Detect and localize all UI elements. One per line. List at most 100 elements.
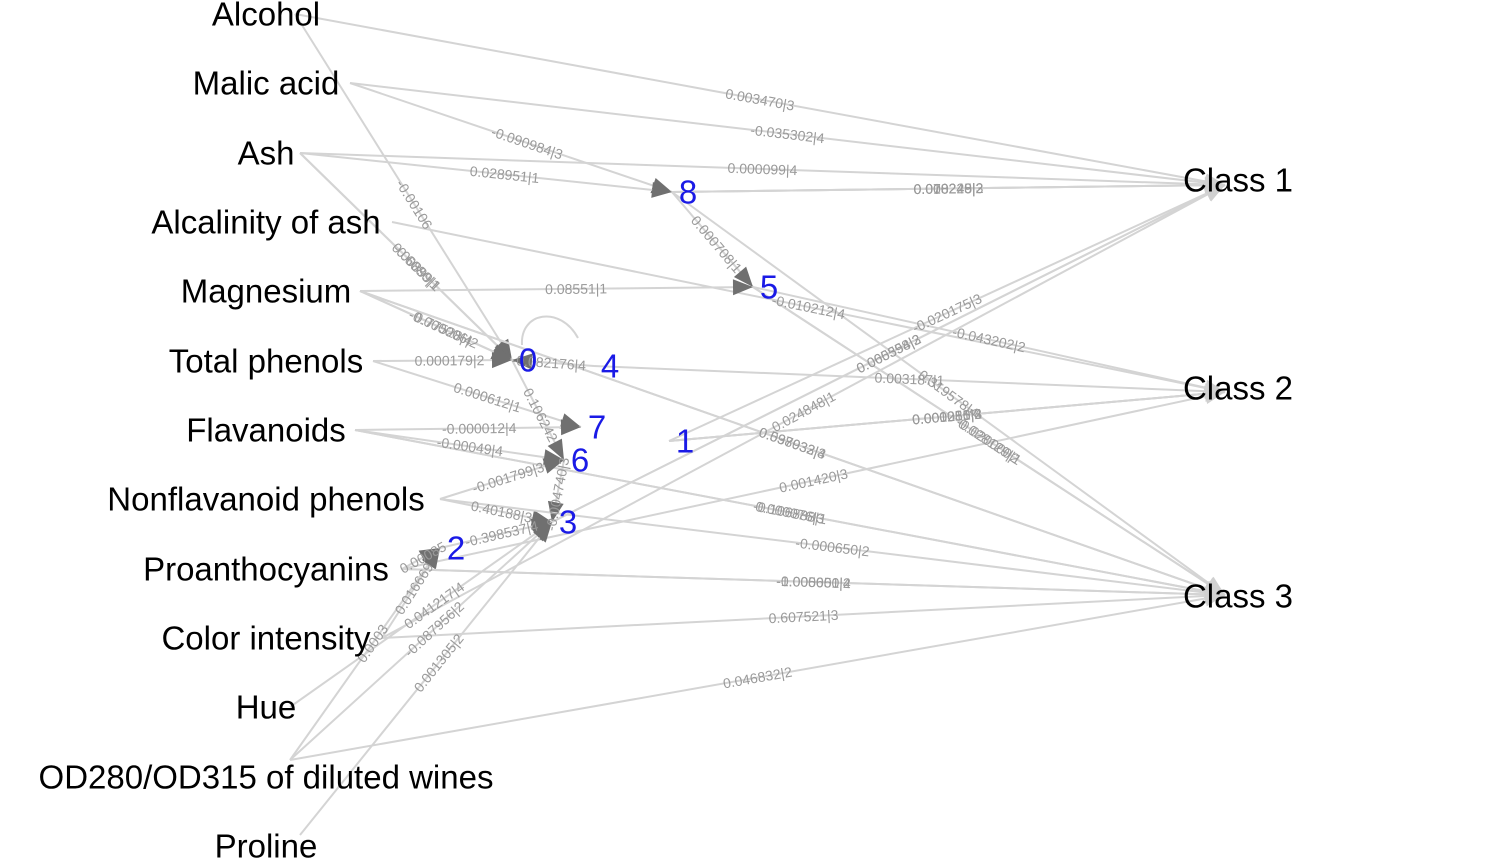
nodes-layer: Alcohol Malic acid Ash Alcalinity of ash Mag… (39, 0, 1293, 860)
edge-4 (294, 13, 513, 361)
edge-label: 0.001420|3 (778, 465, 850, 495)
edge-10 (299, 152, 513, 361)
edge-49 (381, 594, 1226, 639)
class-node: Class 2 (1183, 370, 1293, 407)
class-node: Class 3 (1183, 578, 1293, 615)
edge-34 (354, 429, 1226, 596)
arrowhead-52 (533, 522, 552, 543)
edge-36 (668, 391, 1226, 442)
hidden-node: 5 (760, 269, 778, 306)
edge-label: 0.00899|1 (389, 239, 445, 294)
hidden-node: 7 (588, 409, 606, 446)
edge-label: -0.000012|4 (442, 420, 517, 437)
edge-27 (354, 426, 582, 431)
edge-15 (359, 290, 513, 361)
arrowhead-30 (547, 438, 564, 460)
edge-label: -0.001799|3 (470, 459, 546, 497)
feature-node: Magnesium (181, 273, 352, 310)
edge-23 (359, 290, 1226, 596)
edge-label: -0.00049|4 (436, 434, 504, 459)
feature-node: Flavanoids (186, 412, 346, 449)
edge-label: 0.000708|1 (688, 212, 746, 276)
arrowhead-46 (1203, 185, 1225, 202)
edge-12 (671, 191, 754, 288)
class-node: Class 1 (1183, 162, 1293, 199)
edge-52 (299, 521, 553, 836)
edge-2 (349, 82, 673, 193)
edge-label: -0.043202|2 (951, 324, 1027, 356)
feature-node: Ash (238, 135, 295, 172)
arrowhead-5 (651, 181, 672, 198)
edge-label: 0.000249|3 (913, 180, 983, 197)
edge-label: 0.046832|2 (722, 664, 794, 692)
edge-label: -0.010212|4 (770, 292, 846, 323)
edge-label: -0.082176|4 (511, 352, 587, 373)
edge-label: 0.001251|2 (912, 405, 983, 427)
hidden-node: 6 (571, 442, 589, 479)
edge-label: 0.000179|2 (414, 352, 484, 369)
edge-8 (391, 221, 1226, 393)
edge-48 (289, 521, 553, 708)
edge-3 (299, 152, 1226, 186)
arrowhead-35 (542, 458, 564, 474)
edge-0 (294, 13, 1226, 186)
edge-24 (671, 191, 1226, 596)
feature-node: Alcalinity of ash (151, 204, 380, 241)
arrowhead-53 (421, 548, 440, 569)
edge-39 (551, 184, 1226, 523)
edge-31 (354, 429, 565, 461)
hidden-node: 4 (601, 348, 619, 385)
feature-node: Total phenols (169, 343, 363, 380)
edge-label: 0.000015|4 (912, 405, 983, 427)
arrowhead-51 (1203, 590, 1225, 607)
edge-20 (372, 359, 513, 362)
feature-node: Malic acid (193, 65, 340, 102)
feature-node: Proanthocyanins (143, 551, 389, 588)
edge-47 (401, 568, 1226, 596)
edge-label: -0.106888|1 (752, 498, 828, 528)
edge-label: 0.070245|2 (913, 180, 983, 197)
edge-label: -0.000650|2 (795, 535, 871, 560)
arrowhead-44 (1203, 388, 1225, 405)
edge-51 (289, 594, 1226, 761)
edge-label: 0.607521|3 (768, 607, 839, 627)
edge-13 (752, 286, 1226, 393)
edge-label: -0.090984|3 (489, 123, 565, 162)
edge-40 (439, 498, 1226, 596)
arrowhead-12 (733, 266, 753, 287)
edge-label: 0.000280|3 (912, 405, 983, 427)
edge-26 (372, 360, 582, 428)
edge-label: 0.106242 (520, 385, 561, 444)
edge-label: 0.000612|1 (452, 379, 524, 415)
feature-node: OD280/OD315 of diluted wines (39, 759, 494, 796)
edge-label: 0.003187|1 (874, 370, 945, 389)
edge-label: 0.028951|1 (469, 163, 540, 186)
hidden-node: 1 (676, 423, 694, 460)
hidden-node: 0 (519, 342, 537, 379)
hidden-node: 2 (447, 530, 465, 567)
arrowhead-22 (512, 353, 533, 370)
edge-35 (439, 459, 565, 500)
arrowhead-37 (547, 500, 564, 522)
feature-node: Hue (236, 689, 297, 726)
edge-label: 0.08551|1 (545, 280, 607, 297)
edge-label: 0.018228|2 (913, 180, 983, 197)
edge-11 (671, 184, 1226, 193)
edge-16 (359, 286, 754, 292)
arrowhead-20 (491, 352, 512, 369)
edge-label: 0.003470|3 (724, 85, 796, 113)
feature-node: Proline (215, 828, 318, 860)
edge-18 (752, 286, 1226, 596)
feature-node: Color intensity (161, 620, 371, 657)
feature-node: Alcohol (212, 0, 320, 33)
edge-25 (593, 365, 1226, 393)
hidden-node: 8 (679, 174, 697, 211)
self-loop-0 (520, 315, 579, 346)
edge-label: -0.035302|4 (750, 122, 826, 147)
arrowhead-27 (560, 419, 581, 436)
edge-1 (349, 82, 1226, 186)
edge-50 (289, 521, 553, 761)
edge-label: 0.000099|4 (727, 160, 798, 178)
edge-53 (289, 547, 441, 761)
